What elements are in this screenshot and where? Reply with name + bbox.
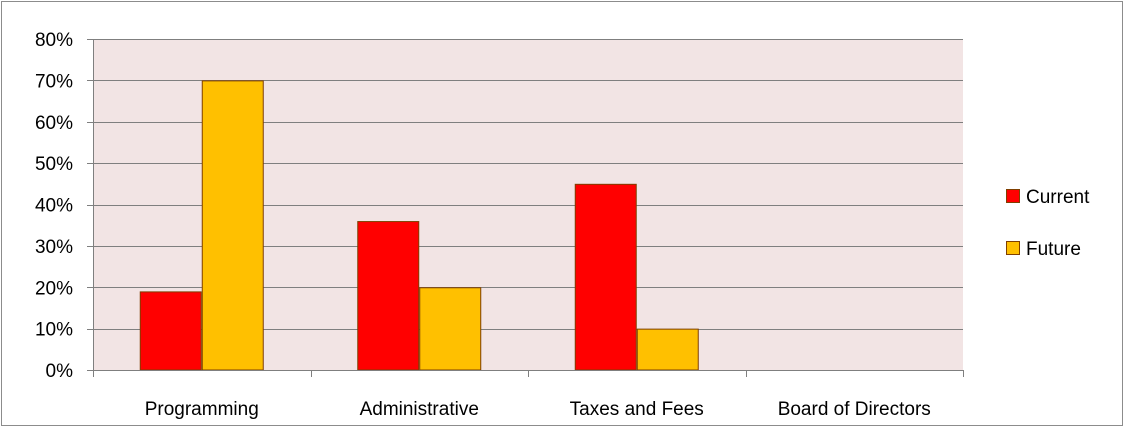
- bar-future-taxes-and-fees: [636, 328, 699, 371]
- y-tick-label: 40%: [35, 196, 73, 217]
- y-tick-labels: 0% 10% 20% 30% 40% 50% 60% 70% 80%: [35, 30, 73, 382]
- y-tick-label: 30%: [35, 237, 73, 258]
- y-tick-label: 10%: [35, 320, 73, 341]
- y-tick-label: 0%: [46, 361, 74, 382]
- x-tick-label: Taxes and Fees: [570, 399, 704, 420]
- legend-swatch-future: [1006, 241, 1020, 255]
- legend-swatch-current: [1006, 189, 1020, 203]
- x-tick-labels: Programming Administrative Taxes and Fees B…: [145, 399, 931, 420]
- axes: [87, 39, 964, 377]
- x-tick-label: Programming: [145, 399, 259, 420]
- x-tick-label: Board of Directors: [778, 399, 931, 420]
- bars: [139, 80, 699, 371]
- legend: Current Future: [1006, 187, 1090, 260]
- legend-label-future: Future: [1026, 239, 1081, 260]
- y-tick-label: 20%: [35, 278, 73, 299]
- x-tick-label: Administrative: [360, 399, 479, 420]
- y-tick-label: 80%: [35, 30, 73, 51]
- bar-future-administrative: [419, 287, 482, 371]
- bar-future-programming: [201, 80, 264, 371]
- y-tick-label: 70%: [35, 71, 73, 92]
- y-tick-label: 50%: [35, 154, 73, 175]
- y-tick-label: 60%: [35, 113, 73, 134]
- bar-current-taxes-and-fees: [574, 183, 637, 371]
- bar-current-administrative: [357, 221, 420, 371]
- legend-label-current: Current: [1026, 187, 1090, 208]
- bar-current-programming: [139, 291, 202, 371]
